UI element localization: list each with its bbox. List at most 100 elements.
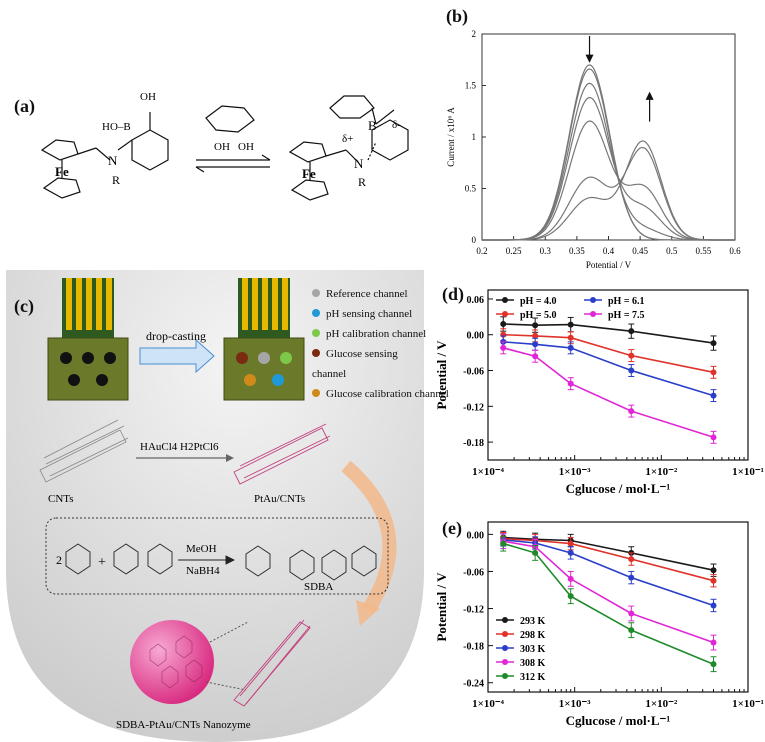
ph-chart: 1×10⁻⁴ 1×10⁻³ 1×10⁻² 1×10⁻¹ 0.06 0.00 -0.06 -0.… [434,289,764,496]
panel-c: (c) drop-casting [0,270,449,742]
x-tick-label: 0.35 [569,246,585,256]
cnt-synthesis: CNTs HAuCl4 H2PtCl6 PtAu/CNTs 2 + MeOH N… [39,419,397,731]
plot-frame [487,521,749,693]
x-tick-label: 0.25 [506,246,522,256]
x-tick-label: 1×10⁻² [645,698,678,710]
data-point [628,627,635,634]
panel-b: (b) 0.2 0.25 0.3 0.35 0.4 0.45 0.5 0.55 0.6 0 0.5 1… [440,0,765,270]
cv-curve [482,82,735,241]
x-tick-label: 1×10⁻² [645,466,678,478]
n-label-right: N [354,156,364,171]
cv-chart: 0.2 0.25 0.3 0.35 0.4 0.45 0.5 0.55 0.6 0 0.5 1 1.5 2… [446,29,741,270]
legend-marker [590,311,596,317]
sugar-ring [205,105,255,133]
legend-label: pH sensing channel [326,308,413,320]
data-point [628,328,635,335]
b-label-right: B [368,118,377,133]
panel-d: (d) 1×10⁻⁴ 1×10⁻³ 1×10⁻² 1×10⁻¹ 0.06 0.00 -0.0… [430,278,765,508]
drop-casting-label: drop-casting [146,329,206,343]
data-point [567,380,574,387]
y-tick-label: -0.18 [463,642,484,653]
x-tick-label: 0.6 [729,246,741,256]
panel-c-label: (c) [14,296,34,316]
data-point [567,575,574,582]
x-tick-label: 0.3 [540,246,552,256]
legend-glucose-calibration: Glucose calibration channel [312,384,449,404]
data-point [628,352,635,359]
delta-minus-label: δ- [392,119,401,131]
reaction-box [45,517,389,595]
x-tick-label: 0.5 [666,246,678,256]
y-tick-label: 0.5 [465,184,477,194]
nabh4-label: NaBH4 [186,565,220,577]
plus-sign: + [98,555,106,570]
data-point [710,340,717,347]
legend-dot [312,289,320,297]
legend-marker [502,311,508,317]
r-label-right: R [358,175,366,189]
data-point [500,344,507,351]
y-tick-label: 0.00 [467,331,485,342]
y-tick-label: 2 [472,29,477,39]
plot-frame [487,289,749,461]
data-point [710,661,717,668]
data-point [532,353,539,360]
cnt-ptau-icon [233,423,331,485]
curved-arrow [341,460,397,614]
cnt-bare-icon [39,419,129,483]
data-point [710,602,717,609]
data-point [710,567,717,574]
data-point [628,408,635,415]
cnts-label: CNTs [48,493,74,505]
legend-label: pH = 5.0 [520,310,557,321]
legend-label: pH = 4.0 [520,296,557,307]
panel-e-label: (e) [442,518,462,538]
y-tick-label: -0.06 [463,567,484,578]
data-point [567,540,574,547]
electrode-chip-modified [223,278,305,401]
data-point [532,332,539,339]
electrode-chips: drop-casting [47,278,305,401]
legend-label: pH calibration channel [326,328,427,340]
meoh-label: MeOH [186,543,217,555]
r-label-left: R [112,173,120,187]
y-tick-label: -0.18 [463,438,484,449]
x-tick-label: 0.4 [603,246,615,256]
data-point [628,367,635,374]
data-point [567,593,574,600]
y-axis-label: Current / x10⁶ A [446,107,456,167]
y-tick-label: 1 [472,132,477,142]
x-axis-label: Cglucose / mol·L⁻¹ [566,481,671,496]
y-tick-label: -0.12 [463,605,484,616]
data-point [710,577,717,584]
x-tick-label: 1×10⁻⁴ [472,466,505,478]
coef-label: 2 [56,553,62,567]
y-tick-label: 0.00 [467,530,485,541]
data-point [710,369,717,376]
y-tick-label: -0.12 [463,402,484,413]
data-point [567,344,574,351]
legend-marker [502,297,508,303]
legend-label: 312 K [520,672,546,683]
y-axis-label: Potential / V [434,340,449,410]
fe-label-right: Fe [302,166,316,181]
legend-label: 298 K [520,630,546,641]
legend-label: 293 K [520,616,546,627]
panel-a: (a) Fe N R HO–B OH OH OH [0,0,440,250]
legend-dot [312,329,320,337]
oh-label-sugar1: OH [214,141,230,153]
y-tick-label: -0.06 [463,367,484,378]
legend-label: Glucose calibration channel [326,388,449,400]
panel-b-label: (b) [446,6,468,26]
legend-dot [312,309,320,317]
y-tick-label: 0.06 [467,295,485,306]
x-tick-label: 0.2 [476,246,487,256]
legend-marker [502,645,508,651]
electrode-chip-bare [47,278,129,401]
panel-a-label: (a) [14,96,35,116]
temperature-chart: 1×10⁻⁴ 1×10⁻³ 1×10⁻² 1×10⁻¹ 0.00 -0.06 -0.12 -0… [434,521,764,728]
legend-label: Glucose sensing channel [312,348,398,380]
legend-marker [502,659,508,665]
x-tick-label: 1×10⁻⁴ [472,698,505,710]
x-tick-label: 0.45 [632,246,648,256]
